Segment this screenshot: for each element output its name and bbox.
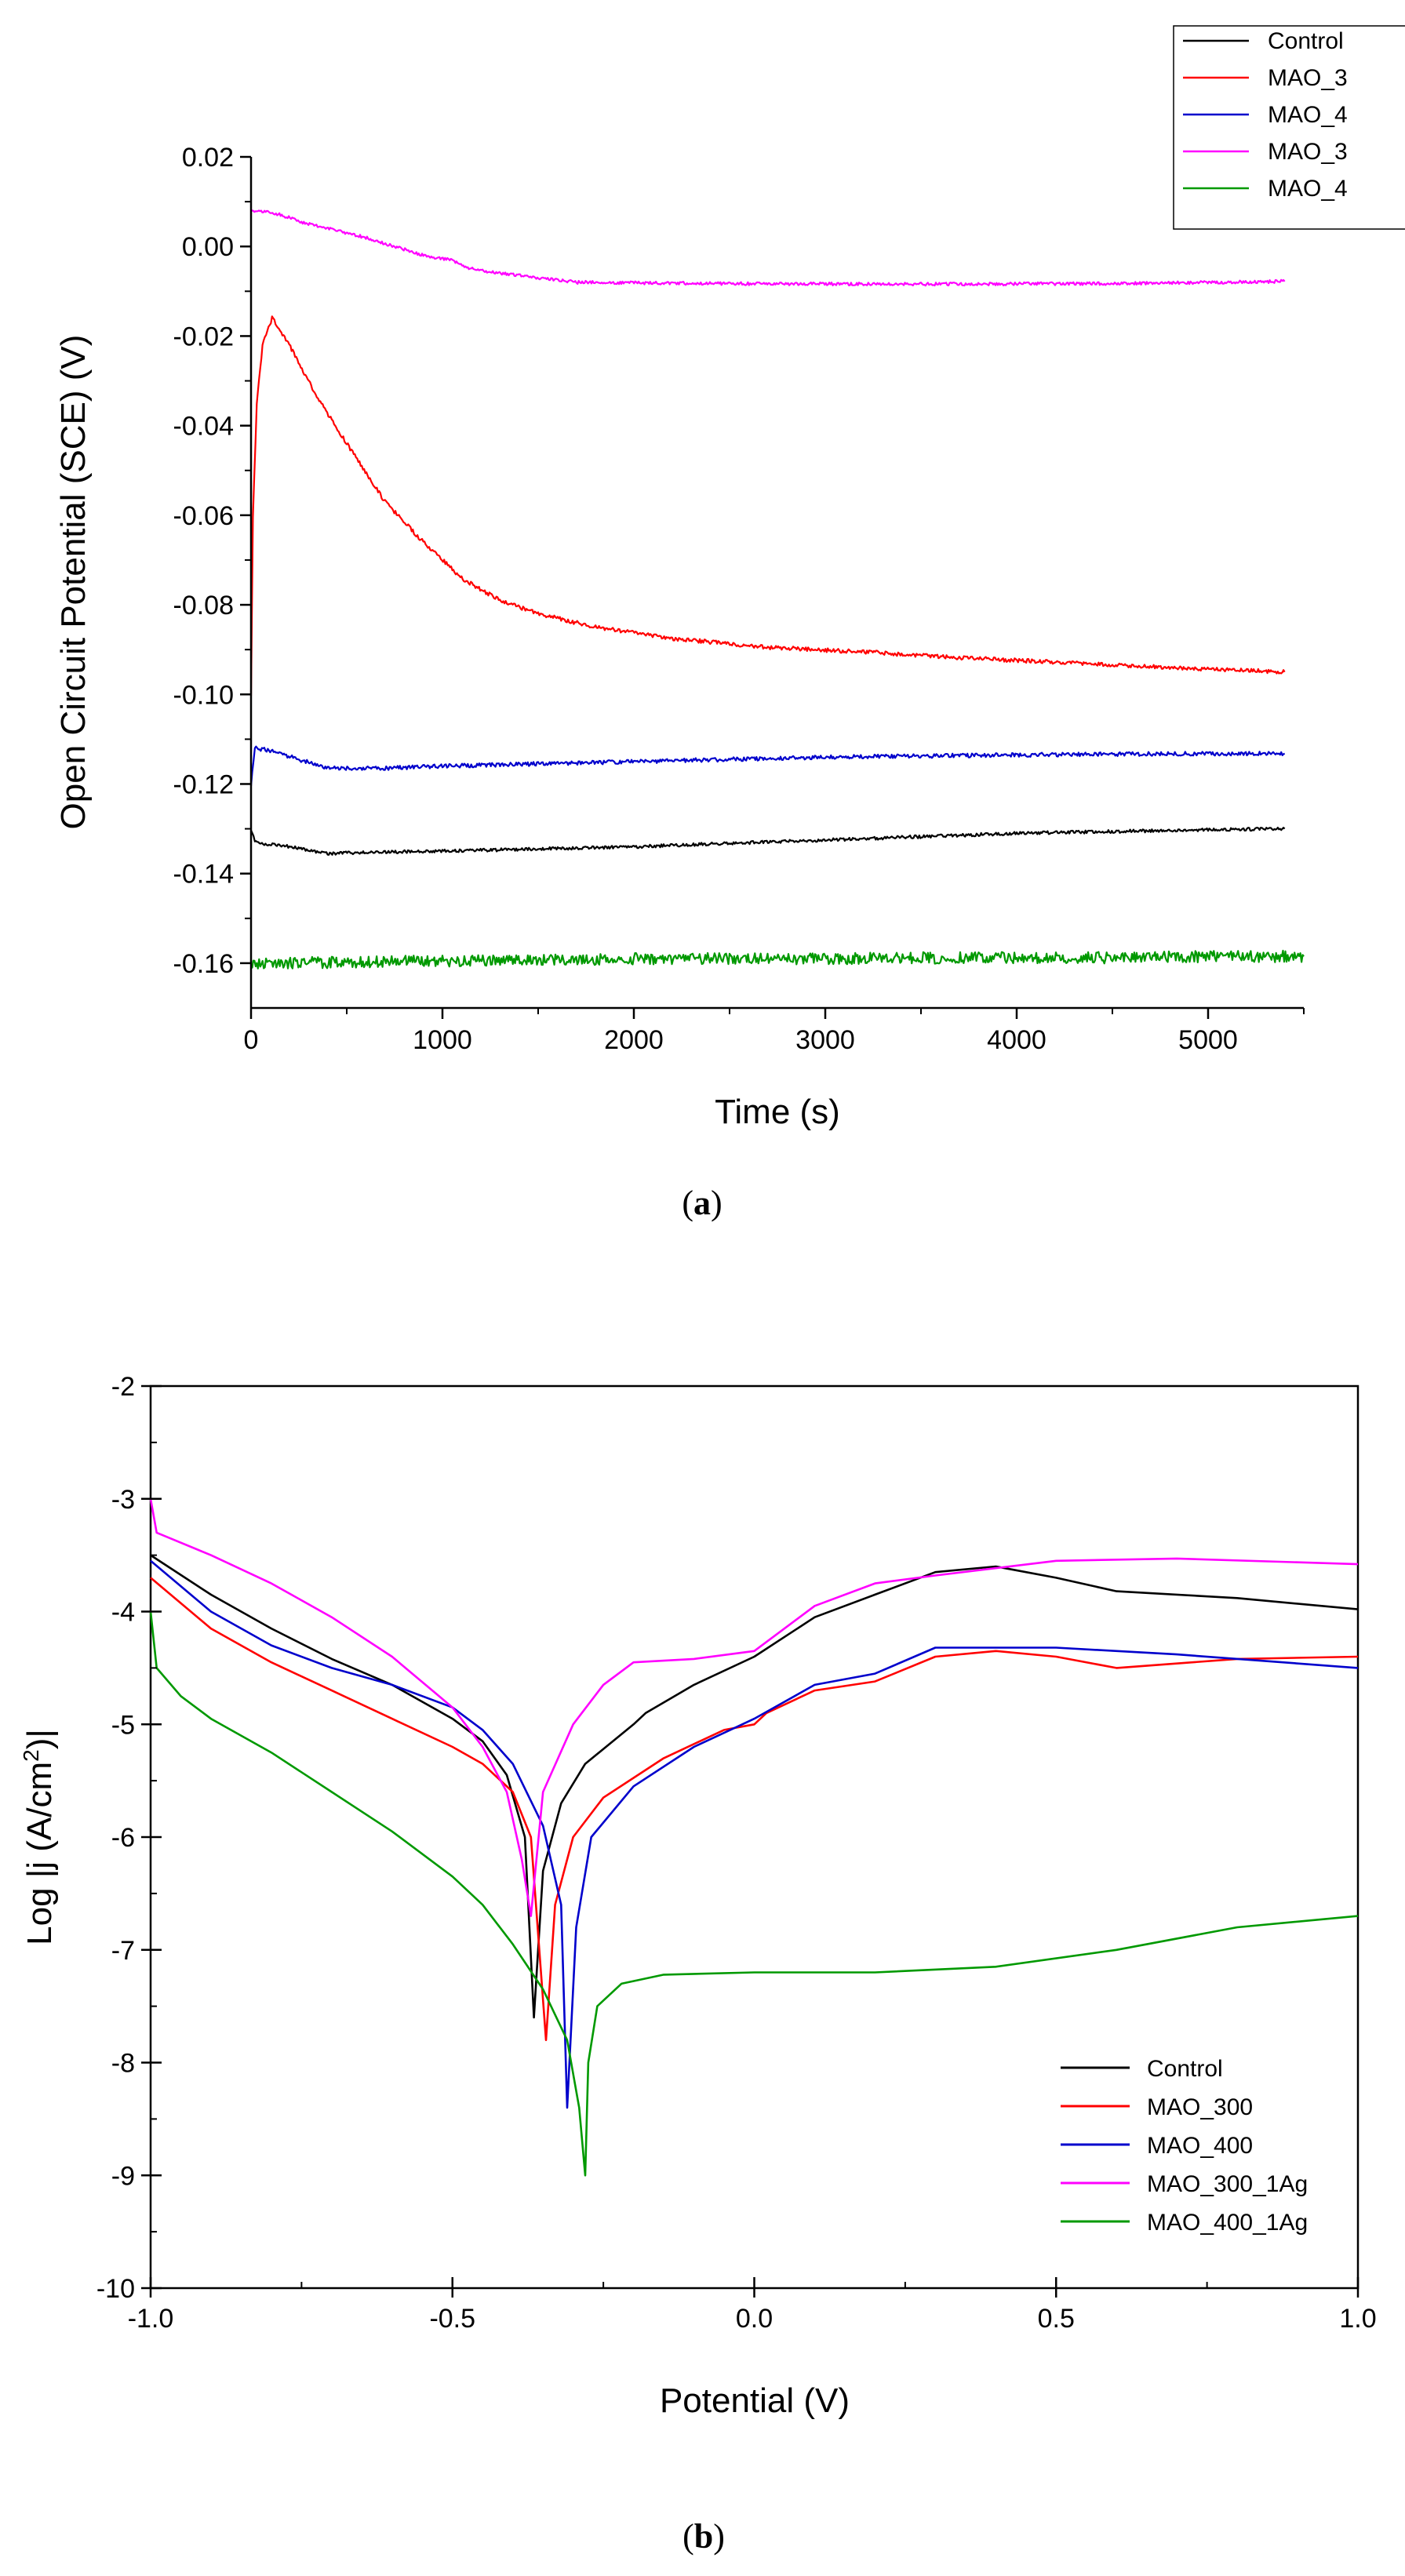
ocp-x-axis-label: Time (s) bbox=[715, 1093, 840, 1131]
pol-caption: (b) bbox=[682, 2517, 725, 2556]
pol-series-line bbox=[149, 1611, 1359, 2177]
ocp-y-tick-label: 0.00 bbox=[182, 232, 234, 262]
ocp-series-line bbox=[250, 209, 1286, 287]
ocp-chart: 0.02 0.00 -0.02 -0.04 -0.06 -0.08 -0.10 -0.12 -0… bbox=[54, 25, 1405, 1222]
pol-legend-label: MAO_300 bbox=[1147, 2094, 1253, 2120]
ocp-series-line bbox=[249, 315, 1286, 696]
ocp-legend-box bbox=[1173, 25, 1405, 230]
pol-y-tick-label: -9 bbox=[111, 2161, 135, 2191]
pol-y-label-main: Log |j (A/cm bbox=[20, 1762, 59, 1945]
pol-y-axis-label: Log |j (A/cm2)| bbox=[19, 1729, 59, 1945]
pol-y-label-end: )| bbox=[20, 1729, 59, 1749]
pol-legend-label: Control bbox=[1147, 2056, 1223, 2082]
ocp-x-tick-label: 0 bbox=[244, 1025, 259, 1055]
pol-x-tick-label: -0.5 bbox=[429, 2304, 475, 2334]
pol-x-tick-label: 0.5 bbox=[1038, 2304, 1075, 2334]
ocp-x-tick-label: 2000 bbox=[604, 1025, 664, 1055]
ocp-legend-label: MAO_3 bbox=[1268, 65, 1348, 91]
ocp-series-line bbox=[250, 949, 1305, 970]
ocp-series-line bbox=[249, 826, 1286, 856]
ocp-y-tick-label: -0.12 bbox=[173, 770, 235, 799]
ocp-legend-label: MAO_4 bbox=[1268, 102, 1348, 128]
pol-y-tick-label: -8 bbox=[111, 2049, 135, 2079]
pol-y-tick-label: -7 bbox=[111, 1936, 135, 1966]
pol-series-line bbox=[150, 1559, 1359, 2109]
ocp-y-tick-label: -0.08 bbox=[173, 591, 235, 620]
ocp-legend-label: Control bbox=[1268, 28, 1344, 54]
pol-series-group bbox=[149, 1498, 1359, 2177]
ocp-legend-label: MAO_4 bbox=[1268, 176, 1348, 202]
pol-y-ticks: -2 -3 -4 -5 -6 -7 -8 -9 -10 bbox=[96, 1372, 162, 2304]
ocp-y-tick-label: -0.02 bbox=[173, 322, 235, 351]
ocp-x-tick-label: 1000 bbox=[413, 1025, 472, 1055]
ocp-y-ticks: 0.02 0.00 -0.02 -0.04 -0.06 -0.08 -0.10 -0.12 -0… bbox=[173, 143, 251, 979]
pol-y-tick-label: -4 bbox=[111, 1598, 135, 1628]
ocp-legend-label: MAO_3 bbox=[1268, 139, 1348, 165]
pol-x-axis-label: Potential (V) bbox=[660, 2381, 850, 2420]
pol-series-line bbox=[149, 1498, 1359, 1917]
pol-x-ticks: -1.0 -0.5 0.0 0.5 1.0 bbox=[128, 2277, 1377, 2334]
ocp-y-tick-label: -0.14 bbox=[173, 860, 235, 890]
pol-x-tick-label: 0.0 bbox=[736, 2304, 773, 2334]
pol-legend: Control MAO_300 MAO_400 MAO_300_1Ag MAO_400_… bbox=[1061, 2056, 1308, 2236]
ocp-caption: (a) bbox=[682, 1184, 722, 1222]
pol-series-line bbox=[150, 1577, 1359, 2042]
pol-y-label-sup: 2 bbox=[19, 1749, 43, 1762]
ocp-x-tick-label: 3000 bbox=[795, 1025, 855, 1055]
ocp-x-tick-label: 4000 bbox=[987, 1025, 1046, 1055]
pol-y-tick-label: -6 bbox=[111, 1823, 135, 1853]
ocp-series-line bbox=[249, 745, 1286, 786]
pol-legend-label: MAO_400 bbox=[1147, 2133, 1253, 2159]
pol-y-tick-label: -5 bbox=[111, 1710, 135, 1740]
pol-caption-letter: b bbox=[694, 2517, 713, 2556]
ocp-y-tick-label: -0.04 bbox=[173, 412, 235, 442]
polarization-chart: -2 -3 -4 -5 -6 -7 -8 -9 -10 -1.0 -0.5 0.0 0.5 1.0 Po… bbox=[19, 1372, 1377, 2556]
ocp-series-group bbox=[249, 209, 1305, 970]
ocp-y-tick-label: -0.06 bbox=[173, 501, 235, 531]
pol-x-tick-label: 1.0 bbox=[1339, 2304, 1376, 2334]
pol-legend-label: MAO_300_1Ag bbox=[1147, 2171, 1308, 2197]
pol-y-tick-label: -3 bbox=[111, 1485, 135, 1515]
ocp-x-tick-label: 5000 bbox=[1178, 1025, 1238, 1055]
ocp-y-tick-label: -0.16 bbox=[173, 949, 235, 979]
pol-y-tick-label: -2 bbox=[111, 1372, 135, 1402]
ocp-legend: Control MAO_3 MAO_4 MAO_3 MAO_4 bbox=[1173, 25, 1405, 230]
ocp-caption-letter: a bbox=[693, 1184, 711, 1222]
pol-x-tick-label: -1.0 bbox=[128, 2304, 174, 2334]
ocp-y-tick-label: -0.10 bbox=[173, 680, 235, 710]
pol-legend-label: MAO_400_1Ag bbox=[1147, 2210, 1308, 2236]
pol-y-tick-label: -10 bbox=[96, 2274, 135, 2304]
ocp-x-ticks: 0 1000 2000 3000 4000 5000 bbox=[244, 1008, 1305, 1055]
ocp-y-tick-label: 0.02 bbox=[182, 143, 234, 173]
ocp-y-axis-label: Open Circuit Potential (SCE) (V) bbox=[54, 335, 93, 830]
